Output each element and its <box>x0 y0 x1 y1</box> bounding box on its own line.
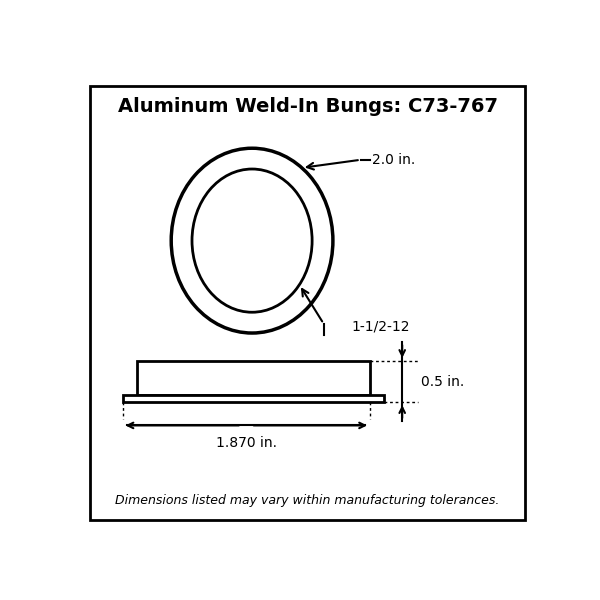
Text: 1-1/2-12: 1-1/2-12 <box>352 319 410 333</box>
Text: 0.5 in.: 0.5 in. <box>421 374 464 389</box>
Text: 2.0 in.: 2.0 in. <box>372 153 415 167</box>
Text: 1.870 in.: 1.870 in. <box>216 436 277 449</box>
Text: Dimensions listed may vary within manufacturing tolerances.: Dimensions listed may vary within manufa… <box>115 494 500 507</box>
Bar <box>137 361 370 395</box>
Bar <box>123 395 384 403</box>
Text: Aluminum Weld-In Bungs: C73-767: Aluminum Weld-In Bungs: C73-767 <box>118 97 497 116</box>
